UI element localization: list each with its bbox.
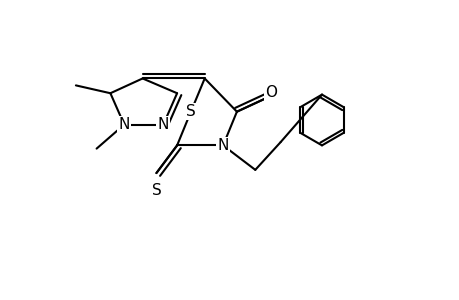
Text: N: N bbox=[118, 117, 129, 132]
Text: S: S bbox=[151, 183, 161, 198]
Text: O: O bbox=[265, 85, 277, 100]
Text: N: N bbox=[157, 117, 168, 132]
Text: N: N bbox=[217, 138, 228, 153]
Text: S: S bbox=[185, 104, 196, 119]
